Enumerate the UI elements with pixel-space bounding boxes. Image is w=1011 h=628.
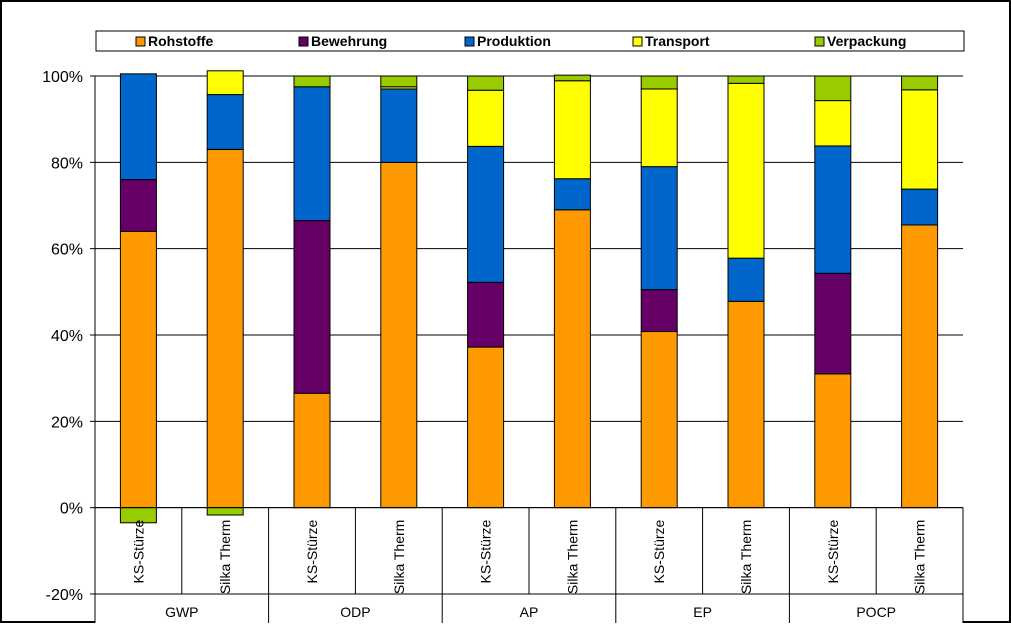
legend-swatch-bewehrung: [298, 36, 309, 47]
bar-segment-verpackung: [727, 75, 765, 84]
y-tick-label: 20%: [51, 414, 83, 431]
legend-swatch-transport: [632, 36, 643, 47]
y-tick-label: 80%: [51, 155, 83, 172]
y-tick-label: 0%: [60, 501, 83, 518]
y-tick-label: -20%: [46, 587, 83, 604]
y-tick-label: 100%: [42, 69, 83, 86]
bar-segment-rohstoffe: [727, 300, 765, 509]
bar-segment-verpackung: [467, 75, 505, 91]
legend-label-verpackung: Verpackung: [827, 33, 906, 49]
bar-segment-rohstoffe: [814, 373, 852, 509]
bar-segment-bewehrung: [814, 272, 852, 375]
x-category-label: Silka Therm: [912, 520, 928, 594]
bar-segment-produktion: [640, 166, 678, 291]
legend: Rohstoffe Bewehrung Produktion Transport Ver…: [95, 30, 965, 52]
bar-segment-transport: [467, 89, 505, 147]
bar-segment-rohstoffe: [467, 346, 505, 509]
x-category-label: KS-Stürze: [130, 519, 146, 583]
bar-segment-rohstoffe: [380, 161, 418, 509]
bar-segment-produktion: [467, 145, 505, 283]
legend-box: [95, 30, 965, 52]
x-category-label: KS-Stürze: [304, 519, 320, 583]
bar-segment-verpackung: [380, 75, 418, 88]
x-group-label: GWP: [165, 604, 198, 620]
x-group-label: EP: [693, 604, 712, 620]
legend-label-rohstoffe: Rohstoffe: [148, 33, 214, 49]
bar-segment-bewehrung: [640, 289, 678, 333]
legend-swatch-rohstoffe: [135, 36, 146, 47]
y-tick-label: 60%: [51, 242, 83, 259]
bar-segment-rohstoffe: [901, 224, 939, 509]
x-category-label: KS-Stürze: [825, 519, 841, 583]
bar-segment-transport: [901, 89, 939, 190]
x-category-label: Silka Therm: [738, 520, 754, 594]
bar-segment-rohstoffe: [640, 331, 678, 509]
bar-segment-rohstoffe: [206, 148, 244, 509]
x-axis: KS-Stürze Silka Therm GWP KS-Stürze Silka Th…: [95, 507, 964, 623]
bar-segment-verpackung: [206, 507, 244, 516]
x-category-label: Silka Therm: [217, 520, 233, 594]
legend-label-bewehrung: Bewehrung: [311, 33, 387, 49]
bar-segment-produktion: [119, 73, 157, 181]
bar-segment-rohstoffe: [119, 230, 157, 509]
legend-label-transport: Transport: [645, 33, 710, 49]
legend-swatch-produktion: [464, 36, 475, 47]
x-group-label: POCP: [856, 604, 896, 620]
bar-segment-verpackung: [293, 75, 331, 88]
bar-segment-bewehrung: [119, 179, 157, 232]
bar-segment-produktion: [380, 88, 418, 163]
bar-segment-verpackung: [640, 75, 678, 90]
legend-label-produktion: Produktion: [477, 33, 551, 49]
bars: [119, 70, 939, 524]
bar-segment-verpackung: [901, 75, 939, 91]
x-category-label: KS-Stürze: [478, 519, 494, 583]
bar-segment-transport: [553, 80, 591, 180]
bar-segment-produktion: [293, 86, 331, 222]
bar-segment-transport: [727, 82, 765, 259]
bar-segment-transport: [640, 88, 678, 168]
bar-segment-produktion: [727, 257, 765, 302]
y-axis: -20% 0% 20% 40% 60% 80% 100%: [42, 69, 96, 623]
x-category-label: Silka Therm: [564, 520, 580, 594]
bar-segment-bewehrung: [467, 281, 505, 348]
x-group-label: ODP: [340, 604, 370, 620]
bar-segment-produktion: [901, 188, 939, 226]
x-group-label: AP: [520, 604, 539, 620]
bar-segment-transport: [814, 100, 852, 147]
bar-segment-rohstoffe: [553, 209, 591, 509]
x-category-label: Silka Therm: [391, 520, 407, 594]
legend-swatch-verpackung: [814, 36, 825, 47]
bar-segment-transport: [206, 70, 244, 96]
bar-segment-rohstoffe: [293, 392, 331, 509]
y-tick-label: 40%: [51, 328, 83, 345]
bar-segment-bewehrung: [293, 220, 331, 394]
x-category-label: KS-Stürze: [651, 519, 667, 583]
bar-segment-produktion: [814, 145, 852, 274]
bar-segment-verpackung: [814, 75, 852, 102]
bar-segment-verpackung: [553, 74, 591, 82]
bar-segment-produktion: [206, 94, 244, 150]
bar-segment-produktion: [553, 178, 591, 211]
